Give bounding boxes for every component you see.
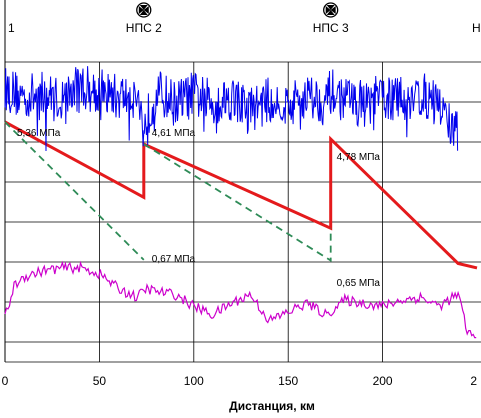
x-tick-label: 50	[93, 374, 107, 388]
blue-profile-line	[4, 66, 459, 152]
x-tick-label: 200	[373, 374, 393, 388]
x-axis-label: Дистанция, км	[229, 399, 315, 413]
x-tick-label: 100	[184, 374, 204, 388]
pressure-labels: 5,36 МПа 4,61 МПа 4,78 МПа 0,67 МПа 0,65 МПа	[17, 128, 380, 289]
station-icon-bottom	[326, 10, 335, 15]
pressure-value-label: 4,61 МПа	[152, 128, 196, 139]
station-label: Н	[472, 21, 481, 35]
x-tick-label: 150	[278, 374, 298, 388]
station-icon-left	[325, 6, 331, 14]
station-icon	[323, 2, 339, 18]
pressure-value-label: 0,67 МПа	[152, 254, 196, 265]
hydraulic-slope-dashed-line	[4, 121, 332, 263]
pressure-line	[4, 120, 478, 270]
grid	[4, 0, 481, 363]
station-icon-top	[326, 5, 335, 10]
terrain-profile-line	[4, 260, 477, 339]
station-markers: 1 НПС 2 НПС 3 Н	[8, 2, 481, 35]
station-icon-bottom	[139, 10, 148, 15]
x-tick-labels: 0 50 100 150 200 2	[2, 374, 478, 388]
station-icon-right	[330, 6, 336, 14]
station-label: НПС 3	[313, 21, 349, 35]
station-icon-top	[139, 5, 148, 10]
station-icon-left	[138, 6, 144, 14]
pressure-value-label: 5,36 МПа	[17, 128, 61, 139]
pressure-value-label: 0,65 МПа	[337, 278, 381, 289]
station-icon	[136, 2, 152, 18]
pressure-value-label: 4,78 МПа	[337, 152, 381, 163]
series-group	[4, 66, 478, 339]
station-label: 1	[8, 21, 15, 35]
station-label: НПС 2	[126, 21, 162, 35]
station-icon-right	[143, 6, 149, 14]
x-tick-label: 2	[470, 374, 477, 388]
x-tick-label: 0	[2, 374, 9, 388]
